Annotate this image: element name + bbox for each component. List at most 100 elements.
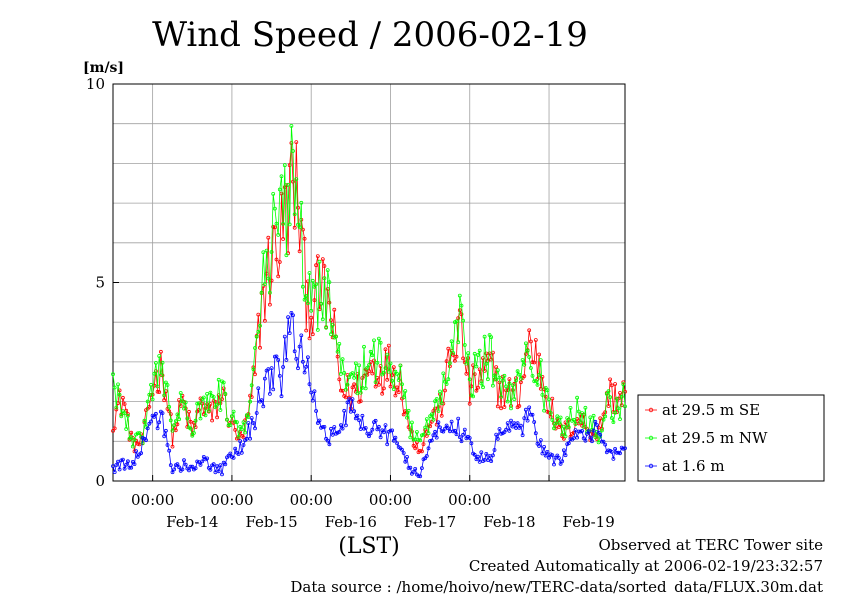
data-point (476, 385, 480, 390)
data-point (304, 328, 309, 333)
data-point (494, 432, 499, 437)
legend-swatch-marker (648, 435, 654, 441)
data-point (436, 409, 441, 413)
data-point (205, 456, 210, 461)
data-point (489, 357, 494, 362)
data-point (195, 459, 200, 464)
data-point (157, 354, 162, 358)
data-point (438, 389, 442, 394)
data-point (228, 423, 233, 428)
data-point (312, 298, 317, 303)
data-point (269, 366, 274, 371)
data-point (520, 358, 525, 362)
data-point (117, 392, 122, 397)
data-point (459, 312, 464, 317)
data-point (529, 412, 533, 417)
data-point (593, 435, 598, 440)
data-point (191, 431, 196, 435)
data-point (609, 383, 614, 388)
data-point (403, 389, 408, 393)
data-point (126, 413, 130, 418)
data-point (122, 466, 127, 471)
data-point (499, 431, 504, 436)
data-point (563, 434, 568, 439)
data-point (461, 432, 466, 437)
data-point (114, 405, 119, 410)
data-point (281, 237, 286, 241)
data-point (618, 451, 622, 456)
data-point (320, 317, 325, 322)
data-point (135, 431, 140, 436)
data-point (421, 432, 426, 437)
data-point (223, 462, 228, 467)
data-point (277, 373, 282, 378)
data-point (112, 470, 117, 475)
data-point (530, 360, 535, 365)
data-point (406, 425, 411, 430)
data-point (352, 375, 357, 380)
data-point (203, 413, 208, 418)
data-point (249, 383, 254, 388)
data-point (524, 352, 528, 356)
data-point (401, 395, 406, 400)
data-point (495, 436, 500, 441)
data-point (474, 364, 479, 369)
data-point (210, 418, 215, 423)
data-point (188, 426, 193, 431)
data-point (239, 450, 244, 455)
data-point (266, 276, 271, 281)
data-point (234, 420, 239, 425)
data-point (421, 442, 426, 447)
x-axis-label: (LST) (338, 534, 400, 559)
data-point (358, 390, 363, 395)
data-point (542, 444, 546, 449)
data-point (409, 429, 414, 434)
data-point (286, 182, 291, 187)
data-point (390, 428, 395, 433)
data-point (520, 433, 525, 438)
data-point (585, 431, 589, 436)
data-point (334, 334, 338, 339)
data-point (342, 370, 347, 375)
data-point (193, 466, 198, 471)
data-point (372, 338, 376, 343)
data-point (201, 395, 206, 400)
data-point (583, 405, 588, 410)
data-point (441, 401, 446, 406)
data-point (395, 385, 400, 390)
data-point (338, 371, 343, 376)
data-point (310, 278, 315, 283)
data-point (431, 417, 436, 422)
data-point (258, 345, 262, 350)
data-point (434, 435, 439, 440)
data-point (271, 387, 276, 392)
data-point (381, 370, 386, 375)
data-point (274, 354, 279, 359)
data-point (175, 462, 180, 467)
data-point (446, 346, 451, 351)
data-point (368, 431, 373, 436)
data-point (457, 435, 462, 440)
data-point (418, 474, 423, 479)
data-point (129, 465, 134, 470)
data-point (343, 387, 348, 392)
data-point (218, 463, 223, 468)
data-point (485, 377, 490, 382)
data-point (533, 338, 538, 342)
data-point (535, 382, 540, 387)
data-point (300, 284, 305, 289)
data-point (233, 419, 238, 424)
data-point (261, 404, 266, 409)
data-point (310, 398, 315, 403)
data-point (507, 428, 512, 433)
data-point (451, 429, 456, 434)
data-point (469, 441, 474, 446)
data-point (611, 456, 616, 461)
data-point (296, 366, 300, 371)
data-point (623, 404, 627, 409)
data-point (485, 458, 490, 463)
data-point (575, 395, 579, 400)
x-tick-day-label: Feb-17 (404, 513, 456, 531)
data-point (157, 420, 162, 425)
data-point (524, 407, 528, 412)
